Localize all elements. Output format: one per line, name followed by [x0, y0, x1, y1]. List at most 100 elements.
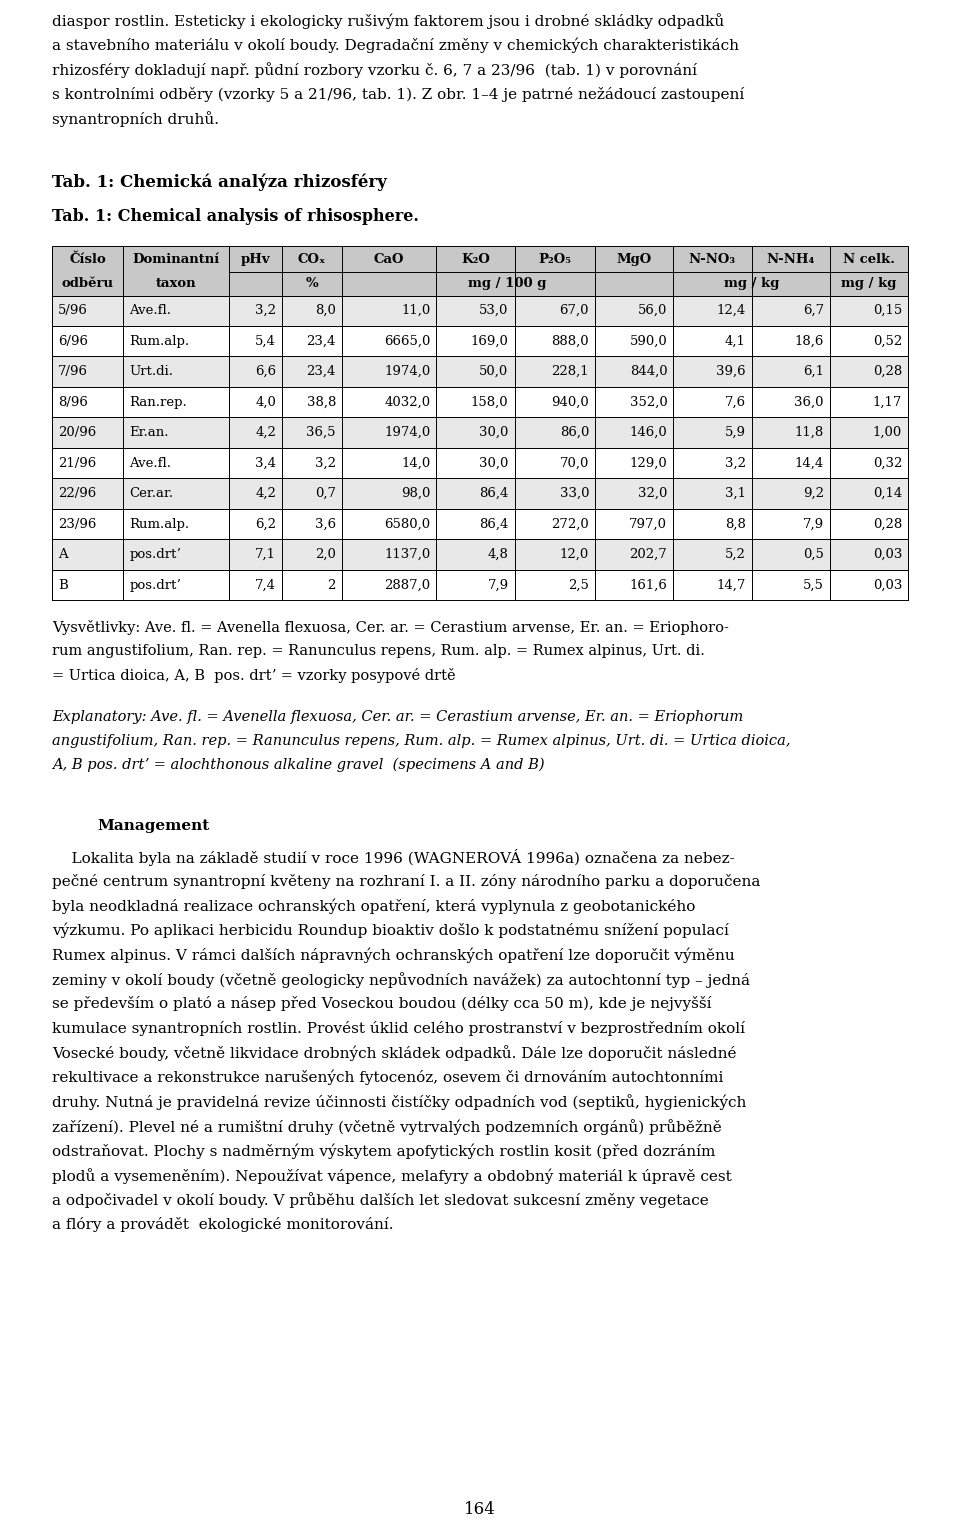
- Text: 1974,0: 1974,0: [384, 365, 430, 378]
- Text: 1,17: 1,17: [873, 396, 902, 408]
- Text: 6580,0: 6580,0: [384, 518, 430, 531]
- Text: N-NH₄: N-NH₄: [766, 252, 815, 266]
- Text: 30,0: 30,0: [479, 427, 509, 439]
- Text: 5,5: 5,5: [803, 579, 824, 592]
- Text: 22/96: 22/96: [58, 488, 96, 500]
- Text: 53,0: 53,0: [479, 304, 509, 317]
- Text: 86,4: 86,4: [479, 488, 509, 500]
- Text: 0,32: 0,32: [873, 457, 902, 469]
- Text: 6,2: 6,2: [255, 518, 276, 531]
- Bar: [52, 540, 908, 570]
- Text: 8,8: 8,8: [725, 518, 746, 531]
- Text: 39,6: 39,6: [716, 365, 746, 378]
- Text: 129,0: 129,0: [630, 457, 667, 469]
- Text: = Urtica dioica, A, B  pos. drtʼ = vzorky posypové drtě: = Urtica dioica, A, B pos. drtʼ = vzorky…: [52, 668, 456, 683]
- Bar: [52, 509, 908, 540]
- Text: 38,8: 38,8: [306, 396, 336, 408]
- Text: 590,0: 590,0: [630, 335, 667, 347]
- Text: 7,6: 7,6: [725, 396, 746, 408]
- Text: 3,4: 3,4: [255, 457, 276, 469]
- Text: 23,4: 23,4: [306, 365, 336, 378]
- Text: zeminy v okolí boudy (včetně geologicky nepůvodních navážek) za autochtonní typ : zeminy v okolí boudy (včetně geologicky …: [52, 972, 750, 988]
- Text: Číslo: Číslo: [69, 252, 106, 266]
- Text: 11,0: 11,0: [401, 304, 430, 317]
- Text: 14,0: 14,0: [401, 457, 430, 469]
- Text: 0,7: 0,7: [315, 488, 336, 500]
- Text: s kontrolními odběry (vzorky 5 a 21/96, tab. 1). Z obr. 1–4 je patrné nežádoucí : s kontrolními odběry (vzorky 5 a 21/96, …: [52, 87, 744, 101]
- Text: se především o plató a násep před Voseckou boudou (délky cca 50 m), kde je nejvy: se především o plató a násep před Voseck…: [52, 997, 711, 1011]
- Text: byla neodkladná realizace ochranských opatření, která vyplynula z geobotanického: byla neodkladná realizace ochranských op…: [52, 899, 695, 914]
- Text: 9,2: 9,2: [803, 488, 824, 500]
- Text: 4,2: 4,2: [255, 427, 276, 439]
- Text: 50,0: 50,0: [479, 365, 509, 378]
- Text: 3,2: 3,2: [725, 457, 746, 469]
- Text: Urt.di.: Urt.di.: [130, 365, 174, 378]
- Bar: [52, 570, 908, 601]
- Text: 7,4: 7,4: [255, 579, 276, 592]
- Text: 3,2: 3,2: [255, 304, 276, 317]
- Text: rhizosféry dokladují např. půdní rozbory vzorku č. 6, 7 a 23/96  (tab. 1) v poro: rhizosféry dokladují např. půdní rozbory…: [52, 63, 697, 78]
- Text: 3,1: 3,1: [725, 488, 746, 500]
- Text: 6665,0: 6665,0: [384, 335, 430, 347]
- Text: 36,5: 36,5: [306, 427, 336, 439]
- Text: 4,8: 4,8: [488, 549, 509, 561]
- Text: diaspor rostlin. Esteticky i ekologicky rušivým faktorem jsou i drobné skládky o: diaspor rostlin. Esteticky i ekologicky …: [52, 14, 724, 29]
- Bar: [52, 417, 908, 448]
- Text: 202,7: 202,7: [630, 549, 667, 561]
- Text: 797,0: 797,0: [630, 518, 667, 531]
- Text: 33,0: 33,0: [560, 488, 589, 500]
- Bar: [52, 479, 908, 509]
- Text: Ave.fl.: Ave.fl.: [130, 457, 171, 469]
- Text: 5,2: 5,2: [725, 549, 746, 561]
- Text: Ave.fl.: Ave.fl.: [130, 304, 171, 317]
- Text: 11,8: 11,8: [795, 427, 824, 439]
- Text: 23,4: 23,4: [306, 335, 336, 347]
- Text: 6,7: 6,7: [803, 304, 824, 317]
- Text: 14,4: 14,4: [795, 457, 824, 469]
- Text: COₓ: COₓ: [298, 252, 326, 266]
- Text: Tab. 1: Chemical analysis of rhisosphere.: Tab. 1: Chemical analysis of rhisosphere…: [52, 208, 419, 225]
- Text: a flóry a provádět  ekologické monitorování.: a flóry a provádět ekologické monitorová…: [52, 1217, 394, 1232]
- Text: 4,0: 4,0: [255, 396, 276, 408]
- Bar: [52, 356, 908, 387]
- Text: 67,0: 67,0: [560, 304, 589, 317]
- Bar: [52, 448, 908, 479]
- Text: 7,9: 7,9: [803, 518, 824, 531]
- Text: mg / kg: mg / kg: [841, 277, 897, 291]
- Text: a odpočivadel v okolí boudy. V průběhu dalších let sledovat sukcesní změny veget: a odpočivadel v okolí boudy. V průběhu d…: [52, 1193, 708, 1208]
- Text: zařízení). Plevel né a rumištní druhy (včetně vytrvalých podzemních orgánů) průb: zařízení). Plevel né a rumištní druhy (v…: [52, 1119, 722, 1135]
- Text: 98,0: 98,0: [401, 488, 430, 500]
- Text: 6,1: 6,1: [803, 365, 824, 378]
- Text: Explanatory: Ave. fl. = Avenella flexuosa, Cer. ar. = Cerastium arvense, Er. an.: Explanatory: Ave. fl. = Avenella flexuos…: [52, 709, 743, 723]
- Text: 1137,0: 1137,0: [384, 549, 430, 561]
- Text: plodů a vysemeněním). Nepoužívat vápence, melafyry a obdobný materiál k úpravě c: plodů a vysemeněním). Nepoužívat vápence…: [52, 1168, 732, 1183]
- Text: 169,0: 169,0: [470, 335, 509, 347]
- Text: 7/96: 7/96: [58, 365, 88, 378]
- Text: pHv: pHv: [241, 252, 271, 266]
- Text: Vysvětlivky: Ave. fl. = Avenella flexuosa, Cer. ar. = Cerastium arvense, Er. an.: Vysvětlivky: Ave. fl. = Avenella flexuos…: [52, 621, 729, 636]
- Text: 4,2: 4,2: [255, 488, 276, 500]
- Text: 14,7: 14,7: [716, 579, 746, 592]
- Text: rum angustifolium, Ran. rep. = Ranunculus repens, Rum. alp. = Rumex alpinus, Urt: rum angustifolium, Ran. rep. = Ranunculu…: [52, 644, 705, 659]
- Text: %: %: [305, 277, 319, 291]
- Text: 70,0: 70,0: [560, 457, 589, 469]
- Text: 6,6: 6,6: [255, 365, 276, 378]
- Text: 23/96: 23/96: [58, 518, 96, 531]
- Text: 5,4: 5,4: [255, 335, 276, 347]
- Text: Lokalita byla na základě studií v roce 1996 (WAGNEROVÁ 1996a) označena za nebez-: Lokalita byla na základě studií v roce 1…: [52, 849, 734, 867]
- Text: druhy. Nutná je pravidelná revize účinnosti čistíčky odpadních vod (septiků, hyg: druhy. Nutná je pravidelná revize účinno…: [52, 1095, 746, 1110]
- Text: N-NO₃: N-NO₃: [689, 252, 736, 266]
- Text: odběru: odběru: [61, 277, 113, 291]
- Text: 4,1: 4,1: [725, 335, 746, 347]
- Text: Ran.rep.: Ran.rep.: [130, 396, 187, 408]
- Text: a stavebního materiálu v okolí boudy. Degradační změny v chemických charakterist: a stavebního materiálu v okolí boudy. De…: [52, 38, 739, 54]
- Text: 2,0: 2,0: [315, 549, 336, 561]
- Text: 86,0: 86,0: [560, 427, 589, 439]
- Text: 2887,0: 2887,0: [384, 579, 430, 592]
- Text: K₂O: K₂O: [461, 252, 490, 266]
- Text: taxon: taxon: [156, 277, 197, 291]
- Text: kumulace synantropních rostlin. Provést úklid celého prostranství v bezprostředn: kumulace synantropních rostlin. Provést …: [52, 1021, 745, 1035]
- Text: 888,0: 888,0: [551, 335, 589, 347]
- Text: 1,00: 1,00: [873, 427, 902, 439]
- Text: mg / 100 g: mg / 100 g: [468, 277, 547, 291]
